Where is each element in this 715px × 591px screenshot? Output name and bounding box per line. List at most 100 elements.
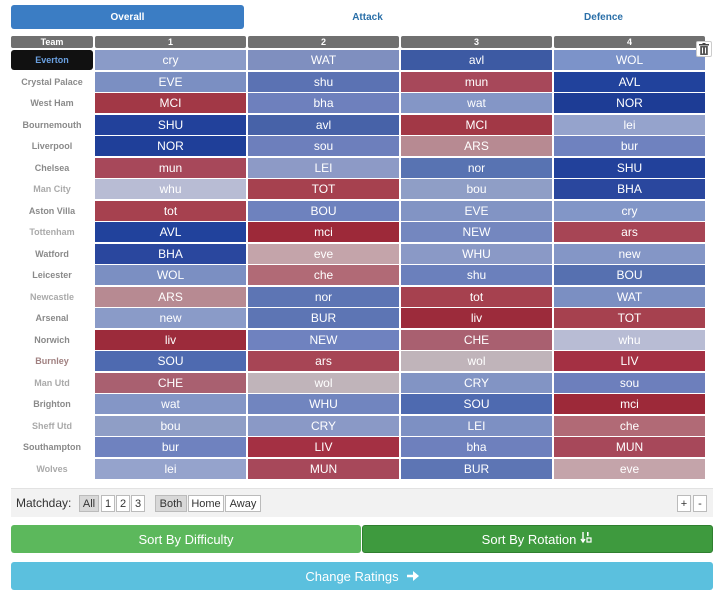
fixture-cell[interactable]: LIV xyxy=(248,437,399,457)
tab-attack[interactable]: Attack xyxy=(352,11,383,23)
fixture-cell[interactable]: bha xyxy=(401,437,552,457)
fixture-cell[interactable]: LEI xyxy=(248,157,399,178)
fixture-cell[interactable]: bur xyxy=(95,437,246,457)
fixture-cell[interactable]: SHU xyxy=(95,114,246,135)
plus-button[interactable]: + xyxy=(677,495,691,512)
team-name[interactable]: Arsenal xyxy=(35,313,69,323)
fixture-cell[interactable]: WHU xyxy=(248,394,399,414)
fixture-cell[interactable]: EVE xyxy=(401,200,552,221)
team-name[interactable]: West Ham xyxy=(30,98,74,108)
fixture-cell[interactable]: mun xyxy=(95,157,246,178)
fixture-cell[interactable]: WAT xyxy=(554,286,705,307)
fixture-cell[interactable]: BHA xyxy=(554,179,705,199)
matchday-3-button[interactable]: 3 xyxy=(131,495,145,512)
fixture-cell[interactable]: whu xyxy=(554,329,705,350)
tab-overall[interactable]: Overall xyxy=(11,5,244,29)
sort-difficulty-button[interactable]: Sort By Difficulty xyxy=(11,525,361,553)
team-name[interactable]: Chelsea xyxy=(34,162,70,173)
fixture-cell[interactable]: mun xyxy=(401,71,552,92)
fixture-cell[interactable]: EVE xyxy=(95,71,246,92)
fixture-cell[interactable]: shu xyxy=(248,71,399,92)
team-name[interactable]: Liverpool xyxy=(31,141,73,151)
fixture-cell[interactable]: nor xyxy=(248,286,399,307)
team-name[interactable]: Tottenham xyxy=(29,227,75,237)
fixture-cell[interactable]: bur xyxy=(554,136,705,156)
venue-away-button[interactable]: Away xyxy=(225,495,261,512)
fixture-cell[interactable]: ARS xyxy=(401,136,552,156)
team-name[interactable]: Bournemouth xyxy=(22,119,82,130)
fixture-cell[interactable]: avl xyxy=(248,114,399,135)
fixture-cell[interactable]: CRY xyxy=(248,415,399,436)
matchday-all-button[interactable]: All xyxy=(79,495,99,512)
fixture-cell[interactable]: SOU xyxy=(95,351,246,371)
fixture-cell[interactable]: wol xyxy=(401,351,552,371)
fixture-cell[interactable]: BOU xyxy=(248,200,399,221)
fixture-cell[interactable]: avl xyxy=(401,50,552,70)
venue-both-button[interactable]: Both xyxy=(155,495,187,512)
fixture-cell[interactable]: SOU xyxy=(401,394,552,414)
fixture-cell[interactable]: BOU xyxy=(554,265,705,285)
fixture-cell[interactable]: CHE xyxy=(401,329,552,350)
trash-icon[interactable] xyxy=(696,41,712,57)
fixture-cell[interactable]: bou xyxy=(95,415,246,436)
fixture-cell[interactable]: WOL xyxy=(95,265,246,285)
fixture-cell[interactable]: shu xyxy=(401,265,552,285)
fixture-cell[interactable]: ars xyxy=(248,351,399,371)
fixture-cell[interactable]: CHE xyxy=(95,372,246,393)
fixture-cell[interactable]: lei xyxy=(95,458,246,479)
fixture-cell[interactable]: mci xyxy=(554,394,705,414)
fixture-cell[interactable]: new xyxy=(95,308,246,328)
fixture-cell[interactable]: BUR xyxy=(248,308,399,328)
fixture-cell[interactable]: NOR xyxy=(554,93,705,113)
fixture-cell[interactable]: cry xyxy=(95,50,246,70)
sort-rotation-button[interactable]: Sort By Rotation xyxy=(362,525,713,553)
fixture-cell[interactable]: LEI xyxy=(401,415,552,436)
team-name[interactable]: Watford xyxy=(35,248,69,259)
fixture-cell[interactable]: NEW xyxy=(248,329,399,350)
fixture-cell[interactable]: TOT xyxy=(248,179,399,199)
team-name[interactable]: Southampton xyxy=(23,442,81,452)
fixture-cell[interactable]: NOR xyxy=(95,136,246,156)
fixture-cell[interactable]: ars xyxy=(554,222,705,242)
fixture-cell[interactable]: AVL xyxy=(554,71,705,92)
fixture-cell[interactable]: tot xyxy=(401,286,552,307)
fixture-cell[interactable]: WAT xyxy=(248,50,399,70)
fixture-cell[interactable]: WHU xyxy=(401,243,552,264)
fixture-cell[interactable]: CRY xyxy=(401,372,552,393)
fixture-cell[interactable]: LIV xyxy=(554,351,705,371)
fixture-cell[interactable]: BUR xyxy=(401,458,552,479)
fixture-cell[interactable]: tot xyxy=(95,200,246,221)
fixture-cell[interactable]: wol xyxy=(248,372,399,393)
matchday-2-button[interactable]: 2 xyxy=(116,495,130,512)
fixture-cell[interactable]: eve xyxy=(248,243,399,264)
fixture-cell[interactable]: sou xyxy=(554,372,705,393)
fixture-cell[interactable]: whu xyxy=(95,179,246,199)
change-ratings-button[interactable]: Change Ratings xyxy=(11,562,713,590)
minus-button[interactable]: - xyxy=(693,495,707,512)
team-name[interactable]: Crystal Palace xyxy=(21,76,83,87)
fixture-cell[interactable]: che xyxy=(554,415,705,436)
fixture-cell[interactable]: che xyxy=(248,265,399,285)
fixture-cell[interactable]: lei xyxy=(554,114,705,135)
team-name[interactable]: Burnley xyxy=(35,356,69,366)
venue-home-button[interactable]: Home xyxy=(188,495,224,512)
fixture-cell[interactable]: AVL xyxy=(95,222,246,242)
fixture-cell[interactable]: MCI xyxy=(401,114,552,135)
team-name[interactable]: Newcastle xyxy=(29,291,75,302)
fixture-cell[interactable]: WOL xyxy=(554,50,705,70)
fixture-cell[interactable]: new xyxy=(554,243,705,264)
team-name[interactable]: Everton xyxy=(11,50,93,70)
fixture-cell[interactable]: wat xyxy=(95,394,246,414)
fixture-cell[interactable]: eve xyxy=(554,458,705,479)
fixture-cell[interactable]: bou xyxy=(401,179,552,199)
fixture-cell[interactable]: liv xyxy=(95,329,246,350)
tab-defence[interactable]: Defence xyxy=(584,11,623,23)
fixture-cell[interactable]: liv xyxy=(401,308,552,328)
fixture-cell[interactable]: bha xyxy=(248,93,399,113)
fixture-cell[interactable]: sou xyxy=(248,136,399,156)
fixture-cell[interactable]: mci xyxy=(248,222,399,242)
fixture-cell[interactable]: TOT xyxy=(554,308,705,328)
fixture-cell[interactable]: BHA xyxy=(95,243,246,264)
team-name[interactable]: Norwich xyxy=(34,334,70,345)
fixture-cell[interactable]: cry xyxy=(554,200,705,221)
